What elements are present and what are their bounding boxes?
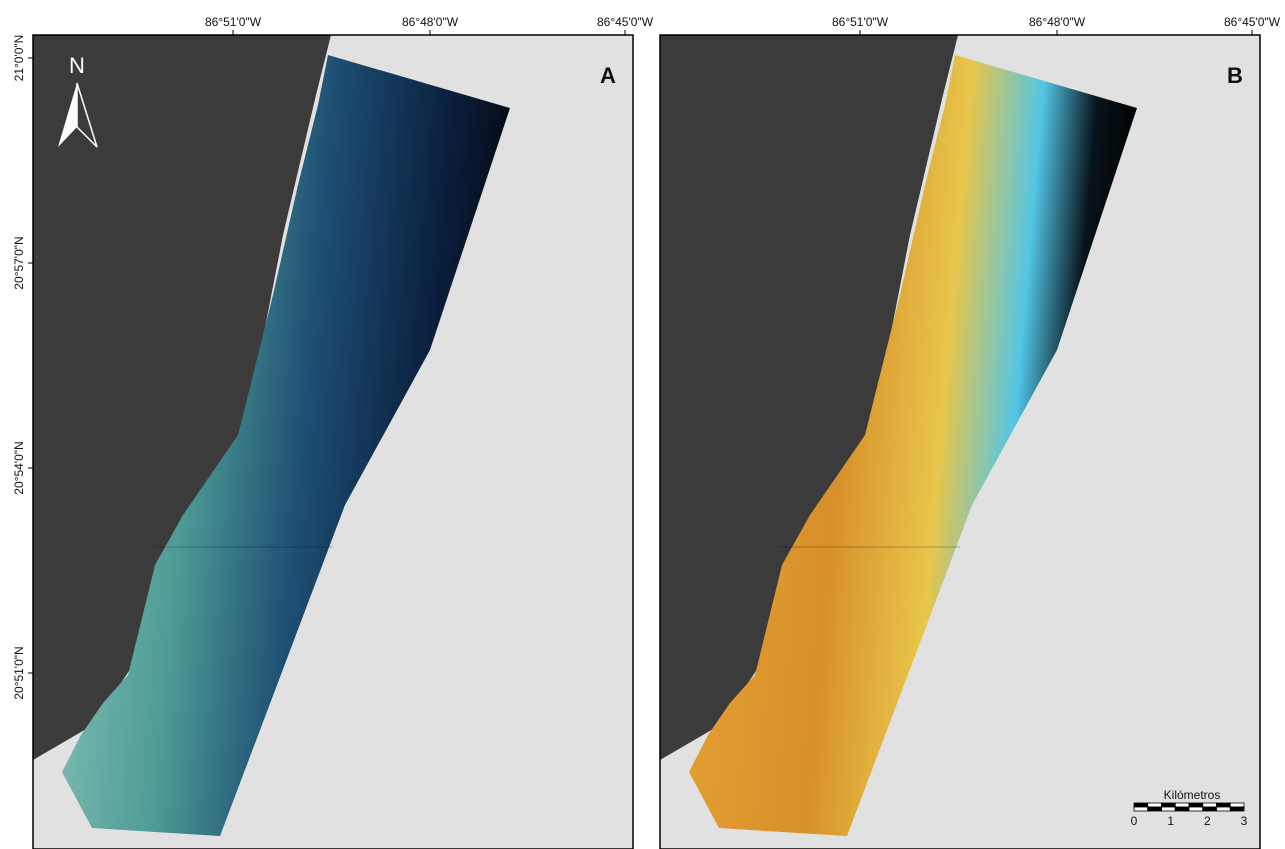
scale-tick-label: 0: [1131, 814, 1138, 828]
scale-segment: [1162, 803, 1176, 807]
scale-tick-label: 1: [1167, 814, 1174, 828]
scale-segment: [1203, 803, 1217, 807]
lon-label: 86°51'0"W: [205, 15, 262, 29]
scale-title: Kilómetros: [1164, 788, 1221, 802]
lat-label: 21°0'0"N: [12, 35, 26, 82]
map-panel: 86°51'0"W 86°48'0"W 86°45'0"W B Kilómetros 0 1…: [660, 15, 1281, 849]
scale-segment: [1217, 803, 1231, 807]
lon-label: 86°45'0"W: [1224, 15, 1281, 29]
lat-label: 20°54'0"N: [12, 441, 26, 494]
scale-segment: [1203, 807, 1217, 811]
lon-label: 86°51'0"W: [832, 15, 889, 29]
panel-letter: A: [600, 63, 616, 88]
scale-segment: [1134, 803, 1148, 807]
scale-segment: [1175, 807, 1189, 811]
scale-segment: [1189, 807, 1203, 811]
lon-label: 86°48'0"W: [1029, 15, 1086, 29]
lon-label: 86°48'0"W: [402, 15, 459, 29]
figure: 86°51'0"W 86°48'0"W 86°45'0"W 21°0'0"N 20°57…: [0, 0, 1285, 849]
scale-segment: [1189, 803, 1203, 807]
scale-segment: [1217, 807, 1231, 811]
north-label: N: [69, 53, 85, 78]
scale-segment: [1148, 803, 1162, 807]
lat-label: 20°51'0"N: [12, 646, 26, 699]
panel-letter: B: [1227, 63, 1243, 88]
scale-segment: [1134, 807, 1148, 811]
scale-segment: [1175, 803, 1189, 807]
lon-label: 86°45'0"W: [597, 15, 654, 29]
lat-label: 20°57'0"N: [12, 236, 26, 289]
scale-segment: [1230, 803, 1244, 807]
scale-segment: [1230, 807, 1244, 811]
scale-tick-label: 2: [1204, 814, 1211, 828]
scale-segment: [1162, 807, 1176, 811]
scale-segment: [1148, 807, 1162, 811]
scale-tick-label: 3: [1241, 814, 1248, 828]
map-panel: 86°51'0"W 86°48'0"W 86°45'0"W 21°0'0"N 20°57…: [12, 15, 654, 849]
